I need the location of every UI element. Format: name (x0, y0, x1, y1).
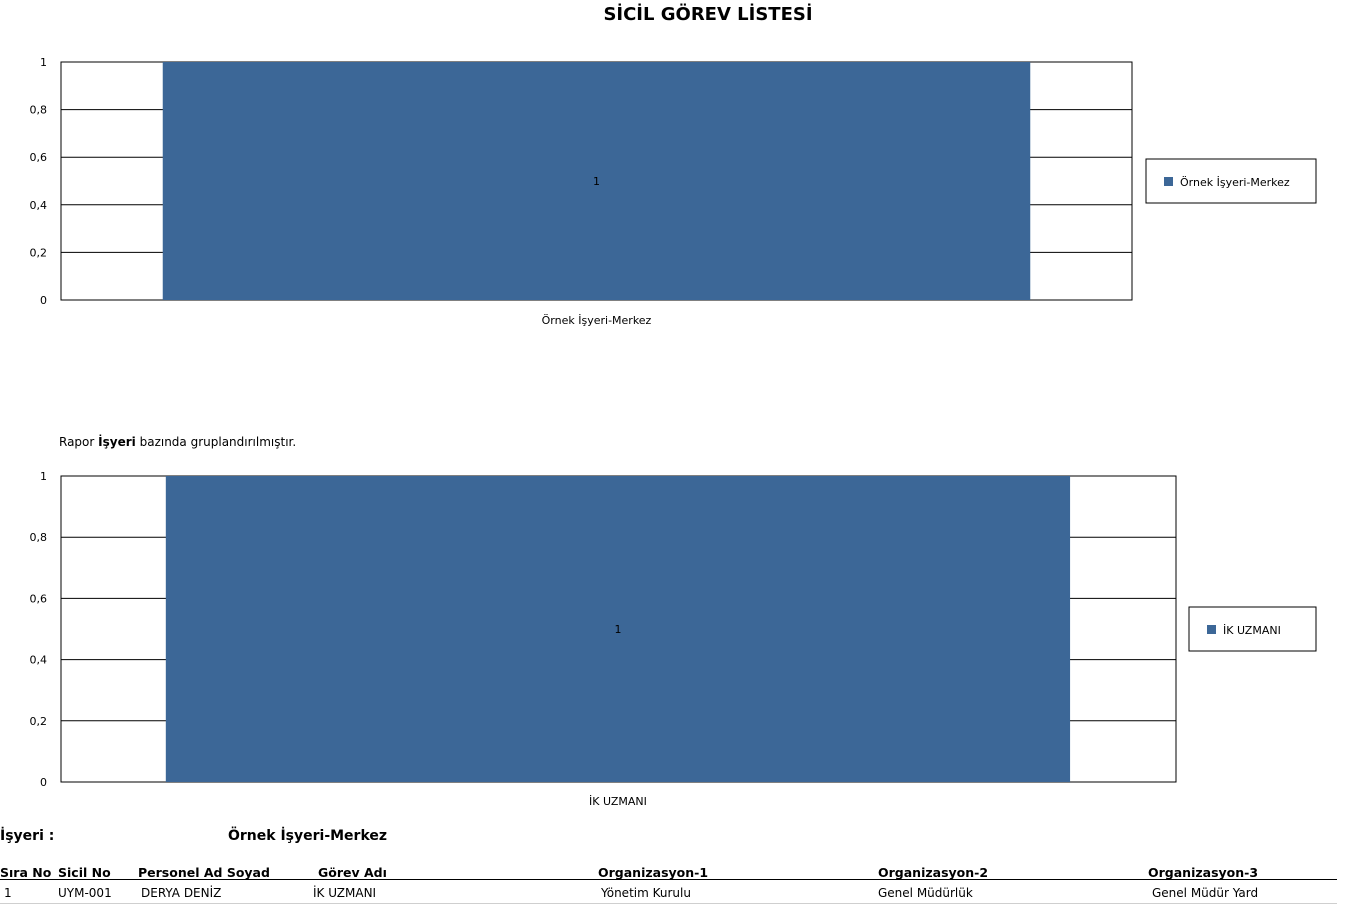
cell-organizasyon-1: Yönetim Kurulu (601, 886, 691, 900)
y-tick-label: 1 (40, 56, 47, 69)
grouping-note-prefix: Rapor (59, 435, 95, 449)
y-tick-label: 0,4 (30, 199, 48, 212)
grouping-note-field: İşyeri (98, 435, 136, 449)
chart-gorev: 0 0,2 0,4 0,6 0,8 1 1 İK UZMANI İK UZMANI (30, 470, 1317, 808)
report-title: SİCİL GÖREV LİSTESİ (603, 4, 813, 25)
header-divider (0, 879, 1337, 880)
col-header-gorev-adi: Görev Adı (318, 865, 387, 880)
cell-sira-no: 1 (4, 886, 12, 900)
grouping-note: Rapor İşyeri bazında gruplandırılmıştır. (59, 435, 296, 449)
col-header-sicil-no: Sicil No (58, 865, 111, 880)
bar (165, 476, 1071, 782)
table-bottom-rule (0, 903, 1337, 904)
data-label: 1 (614, 623, 621, 636)
y-tick-label: 0,8 (30, 104, 48, 117)
y-tick-label: 0 (40, 294, 47, 307)
cell-gorev-adi: İK UZMANI (313, 886, 377, 900)
data-label: 1 (593, 175, 600, 188)
y-tick-label: 1 (40, 470, 47, 483)
y-tick-label: 0 (40, 776, 47, 789)
x-tick-label: Örnek İşyeri-Merkez (542, 314, 652, 327)
chart-isyeri: 0 0,2 0,4 0,6 0,8 1 1 Örnek İşyeri-Merkez Örnek … (30, 56, 1317, 327)
group-value: Örnek İşyeri-Merkez (228, 828, 388, 844)
y-tick-label: 0,6 (30, 592, 48, 605)
col-header-personel: Personel Ad Soyad (138, 865, 270, 880)
y-tick-label: 0,4 (30, 654, 48, 667)
legend-swatch (1207, 625, 1216, 634)
grouping-note-suffix: bazında gruplandırılmıştır. (139, 435, 297, 449)
cell-organizasyon-3: Genel Müdür Yard (1152, 886, 1259, 900)
cell-sicil-no: UYM-001 (58, 886, 112, 900)
legend-box (1145, 158, 1317, 204)
legend-label: İK UZMANI (1223, 624, 1281, 637)
group-label: İşyeri : (0, 828, 55, 844)
y-tick-label: 0,8 (30, 531, 48, 544)
bar (162, 62, 1031, 300)
cell-personel: DERYA DENİZ (141, 886, 222, 900)
legend-label: Örnek İşyeri-Merkez (1180, 176, 1290, 189)
col-header-organizasyon-3: Organizasyon-3 (1148, 865, 1259, 880)
y-tick-label: 0,6 (30, 151, 48, 164)
y-tick-label: 0,2 (30, 715, 48, 728)
y-tick-label: 0,2 (30, 246, 48, 259)
legend-swatch (1164, 177, 1173, 186)
col-header-organizasyon-1: Organizasyon-1 (598, 865, 709, 880)
cell-organizasyon-2: Genel Müdürlük (878, 886, 973, 900)
col-header-sira-no: Sıra No (0, 865, 52, 880)
x-tick-label: İK UZMANI (589, 795, 647, 808)
col-header-organizasyon-2: Organizasyon-2 (878, 865, 989, 880)
